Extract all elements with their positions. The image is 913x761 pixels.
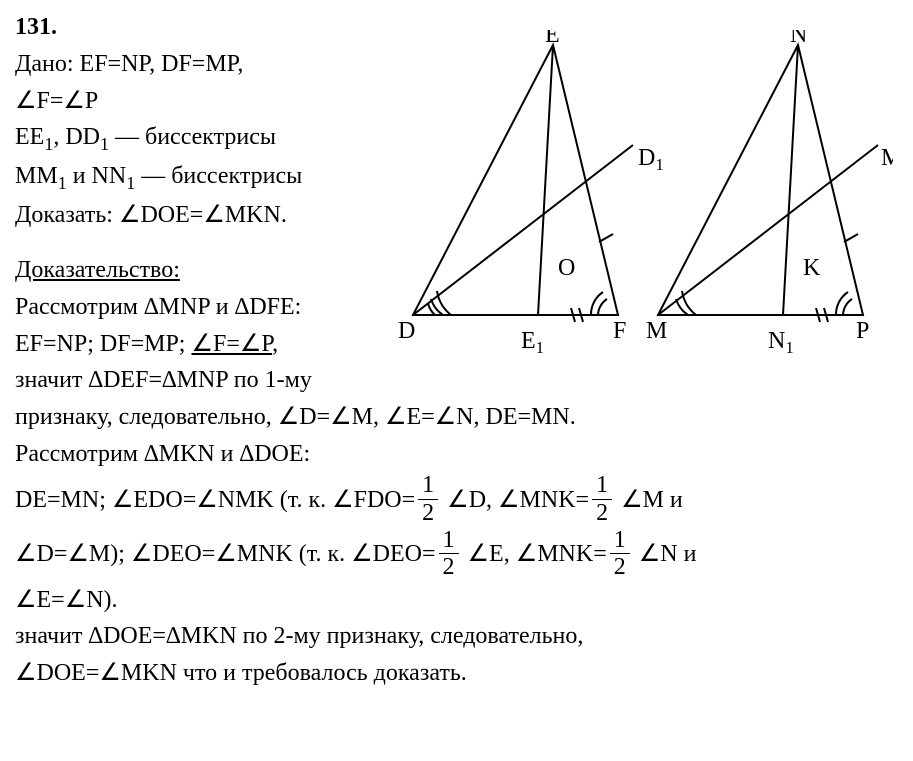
- given-line-4: MM1 и NN1 — биссектрисы: [15, 159, 415, 196]
- proof-line-8: ∠E=∠N).: [15, 583, 898, 618]
- proof-line-2: EF=NP; DF=MP; ∠F=∠P,: [15, 327, 415, 362]
- given-line-3: EE1, DD1 — биссектрисы: [15, 120, 415, 157]
- proof-line-7: ∠D=∠M); ∠DEO=∠MNK (т. к. ∠DEO=12 ∠E, ∠MN…: [15, 528, 898, 582]
- proof-line-6: DE=MN; ∠EDO=∠NMK (т. к. ∠FDO=12 ∠D, ∠MNK…: [15, 474, 898, 528]
- proof-line-9: значит ∆DOE=∆MKN по 2-му признаку, следо…: [15, 619, 898, 654]
- given-line-2: ∠F=∠P: [15, 84, 415, 119]
- given-line-1: Дано: EF=NP, DF=MP,: [15, 47, 415, 82]
- problem-number: 131.: [15, 10, 898, 45]
- proof-label: Доказательство:: [15, 253, 415, 288]
- proof-line-5: Рассмотрим ∆MKN и ∆DOE:: [15, 437, 898, 472]
- proof-line-4: признаку, следовательно, ∠D=∠M, ∠E=∠N, D…: [15, 400, 898, 435]
- proof-line-1: Рассмотрим ∆MNP и ∆DFE:: [15, 290, 415, 325]
- prove-line: Доказать: ∠DOE=∠MKN.: [15, 198, 415, 233]
- proof-line-10: ∠DOE=∠MKN что и требовалось доказать.: [15, 656, 898, 691]
- proof-line-3: значит ∆DEF=∆MNP по 1-му: [15, 363, 415, 398]
